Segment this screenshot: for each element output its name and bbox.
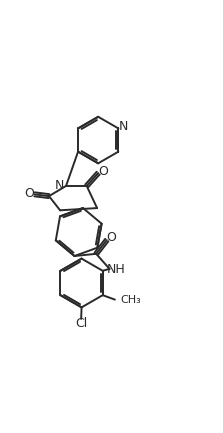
Text: O: O — [106, 231, 116, 244]
Text: CH₃: CH₃ — [120, 294, 141, 304]
Text: N: N — [55, 179, 64, 192]
Text: O: O — [24, 187, 34, 200]
Text: O: O — [98, 165, 108, 178]
Text: Cl: Cl — [75, 317, 87, 330]
Text: NH: NH — [107, 264, 126, 277]
Text: N: N — [119, 120, 128, 133]
